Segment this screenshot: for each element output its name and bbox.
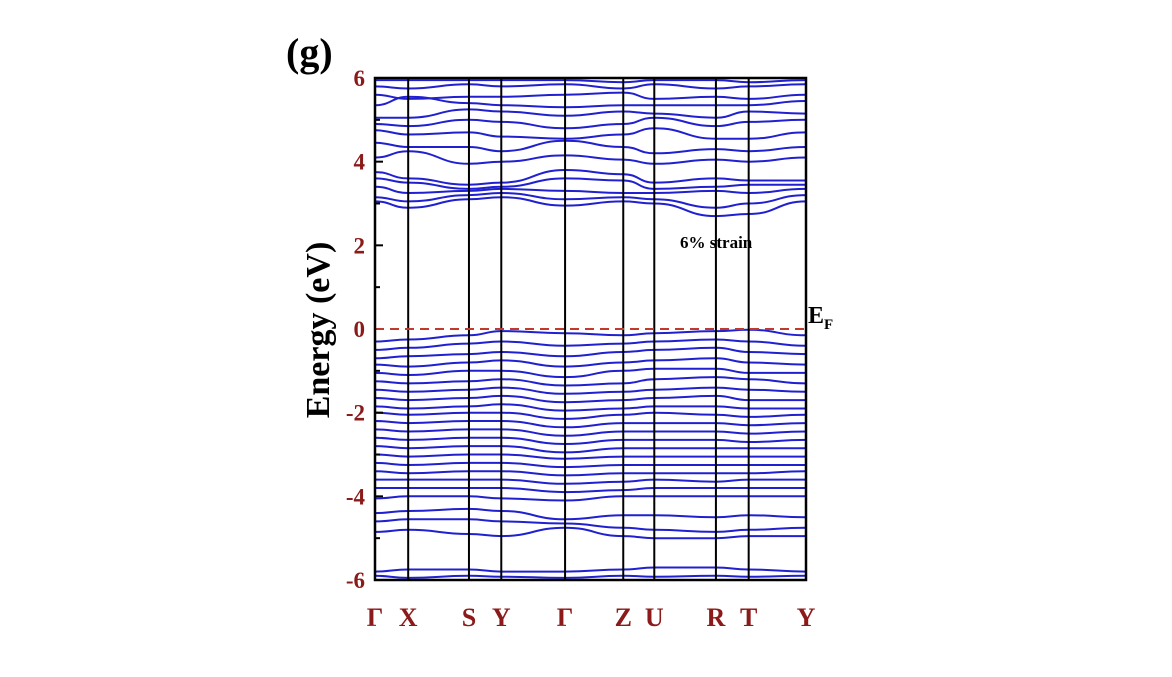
band-line (374, 127, 807, 140)
k-point-label: Y (492, 603, 511, 632)
plot-frame (373, 76, 808, 582)
k-point-label: U (645, 603, 664, 632)
band-line (374, 328, 807, 343)
strain-annotation: 6% strain (680, 233, 753, 252)
band-line (374, 116, 807, 130)
y-tick-label: 0 (354, 317, 366, 342)
band-line (374, 461, 806, 469)
y-tick-label: -6 (346, 568, 365, 593)
band-lines (374, 79, 807, 579)
k-point-label: R (707, 603, 726, 632)
band-line (374, 139, 807, 155)
band-line (374, 376, 807, 387)
band-line (374, 367, 806, 379)
band-line (374, 403, 806, 412)
band-line (374, 168, 806, 186)
band-line (374, 566, 807, 573)
band-line (374, 453, 806, 460)
band-line (374, 150, 807, 165)
k-point-label: Z (615, 603, 632, 632)
band-line (375, 487, 806, 494)
y-tick-label: 6 (354, 66, 366, 91)
k-point-label: Γ (557, 603, 574, 632)
k-point-label: X (399, 603, 418, 632)
y-axis-label: Energy (eV) (300, 242, 337, 419)
band-line (374, 338, 807, 351)
band-line (374, 346, 807, 360)
k-point-label: T (740, 603, 757, 632)
band-line (374, 95, 807, 109)
band-line (374, 411, 807, 420)
band-line (374, 518, 807, 533)
band-line (374, 191, 807, 209)
y-tick-label: -2 (346, 401, 365, 426)
band-line (374, 436, 807, 446)
k-path-dividers (407, 78, 750, 580)
band-line (375, 79, 807, 84)
band-line (374, 470, 807, 477)
band-line (374, 394, 806, 404)
band-line (374, 526, 806, 540)
fermi-label-subscript: F (824, 317, 833, 333)
band-line (374, 386, 807, 395)
band-line (374, 91, 807, 100)
band-line (374, 83, 807, 90)
k-point-label: S (462, 603, 476, 632)
band-line (374, 445, 806, 454)
y-tick-label: -4 (346, 484, 366, 509)
fermi-level-label: EF (808, 303, 833, 333)
y-tick-label: 4 (354, 150, 366, 175)
band-line (374, 196, 807, 218)
band-line (374, 495, 806, 502)
band-line (374, 357, 807, 368)
fermi-label-main: E (808, 303, 824, 329)
y-ticks: -6 -4 -2 0 2 4 6 (346, 66, 383, 593)
y-tick-label: 2 (354, 233, 366, 258)
band-line (374, 185, 807, 195)
band-line (374, 574, 807, 579)
k-point-label: Y (797, 603, 816, 632)
k-point-label: Γ (367, 603, 384, 632)
band-line (374, 419, 807, 429)
panel-label: (g) (286, 30, 333, 75)
band-line (374, 177, 806, 190)
band-line (375, 478, 806, 485)
band-line (374, 507, 807, 521)
band-line (374, 428, 807, 437)
band-line (375, 108, 807, 119)
